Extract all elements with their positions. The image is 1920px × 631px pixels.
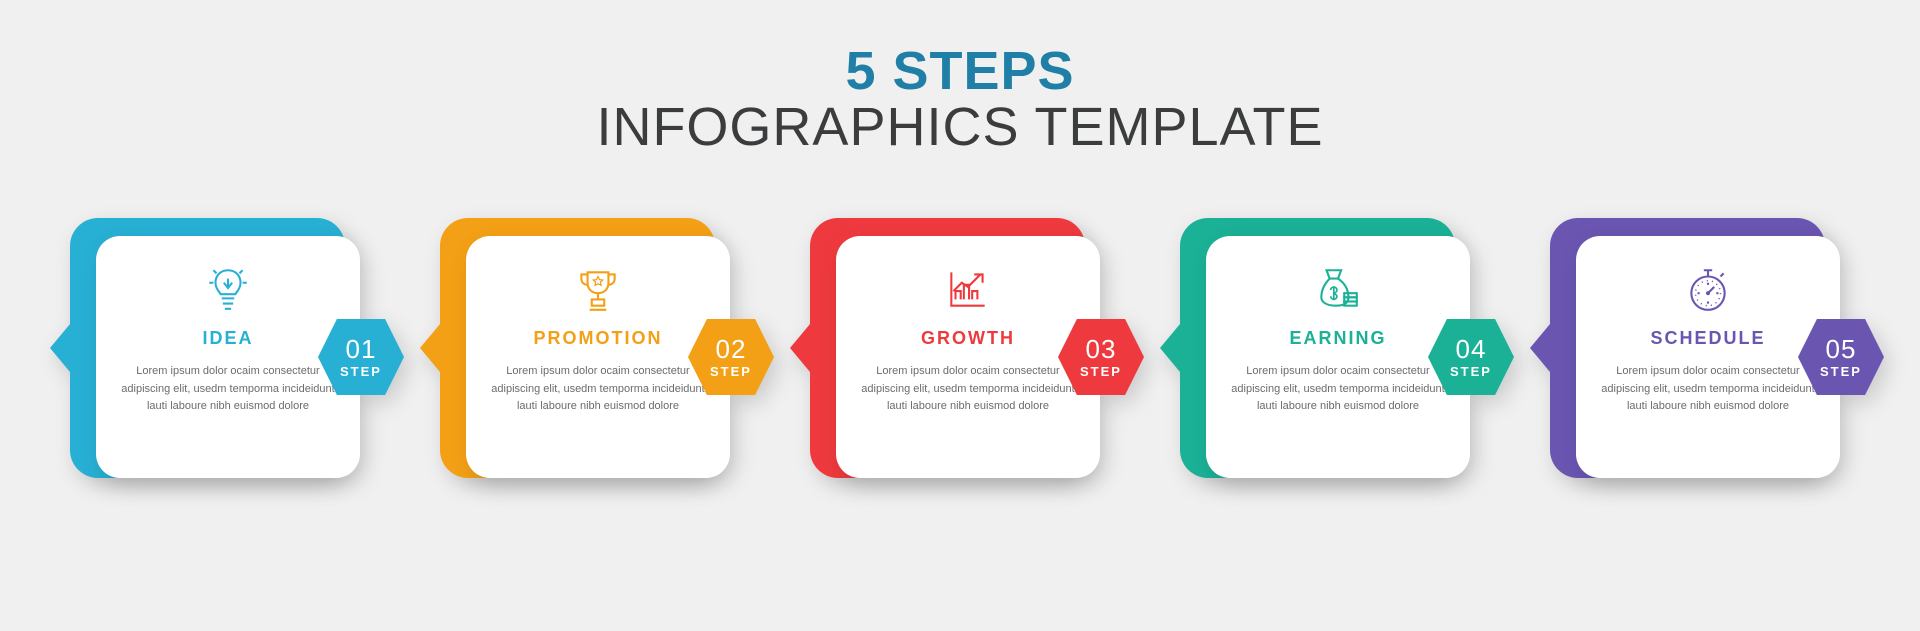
chart-up-icon	[858, 260, 1078, 318]
badge-number: 03	[1086, 336, 1117, 362]
title-bottom: INFOGRAPHICS TEMPLATE	[0, 96, 1920, 158]
badge-number: 01	[346, 336, 377, 362]
badge-number: 05	[1826, 336, 1857, 362]
step-front: SCHEDULE Lorem ipsum dolor ocaim consect…	[1576, 236, 1840, 478]
header: 5 STEPS INFOGRAPHICS TEMPLATE	[0, 0, 1920, 158]
step-growth: GROWTH Lorem ipsum dolor ocaim consectet…	[810, 218, 1110, 498]
steps-row: IDEA Lorem ipsum dolor ocaim consectetur…	[0, 218, 1920, 498]
badge-step-label: STEP	[710, 364, 752, 379]
arrow-icon	[1160, 324, 1180, 372]
badge-step-label: STEP	[1450, 364, 1492, 379]
badge-step-label: STEP	[1820, 364, 1862, 379]
step-title: EARNING	[1228, 328, 1448, 349]
title-top: 5 STEPS	[0, 40, 1920, 102]
step-schedule: SCHEDULE Lorem ipsum dolor ocaim consect…	[1550, 218, 1850, 498]
stopwatch-icon	[1598, 260, 1818, 318]
arrow-icon	[50, 324, 70, 372]
trophy-icon	[488, 260, 708, 318]
step-body: Lorem ipsum dolor ocaim consectetur adip…	[118, 363, 338, 416]
badge-step-label: STEP	[1080, 364, 1122, 379]
step-promotion: PROMOTION Lorem ipsum dolor ocaim consec…	[440, 218, 740, 498]
badge-step-label: STEP	[340, 364, 382, 379]
step-body: Lorem ipsum dolor ocaim consectetur adip…	[1598, 363, 1818, 416]
badge-number: 04	[1456, 336, 1487, 362]
step-title: IDEA	[118, 328, 338, 349]
arrow-icon	[420, 324, 440, 372]
step-body: Lorem ipsum dolor ocaim consectetur adip…	[488, 363, 708, 416]
lightbulb-icon	[118, 260, 338, 318]
step-body: Lorem ipsum dolor ocaim consectetur adip…	[1228, 363, 1448, 416]
step-earning: EARNING Lorem ipsum dolor ocaim consecte…	[1180, 218, 1480, 498]
step-front: IDEA Lorem ipsum dolor ocaim consectetur…	[96, 236, 360, 478]
step-front: PROMOTION Lorem ipsum dolor ocaim consec…	[466, 236, 730, 478]
step-title: SCHEDULE	[1598, 328, 1818, 349]
step-body: Lorem ipsum dolor ocaim consectetur adip…	[858, 363, 1078, 416]
arrow-icon	[790, 324, 810, 372]
step-title: GROWTH	[858, 328, 1078, 349]
step-front: GROWTH Lorem ipsum dolor ocaim consectet…	[836, 236, 1100, 478]
step-front: EARNING Lorem ipsum dolor ocaim consecte…	[1206, 236, 1470, 478]
arrow-icon	[1530, 324, 1550, 372]
step-title: PROMOTION	[488, 328, 708, 349]
badge-number: 02	[716, 336, 747, 362]
money-bag-icon	[1228, 260, 1448, 318]
step-idea: IDEA Lorem ipsum dolor ocaim consectetur…	[70, 218, 370, 498]
